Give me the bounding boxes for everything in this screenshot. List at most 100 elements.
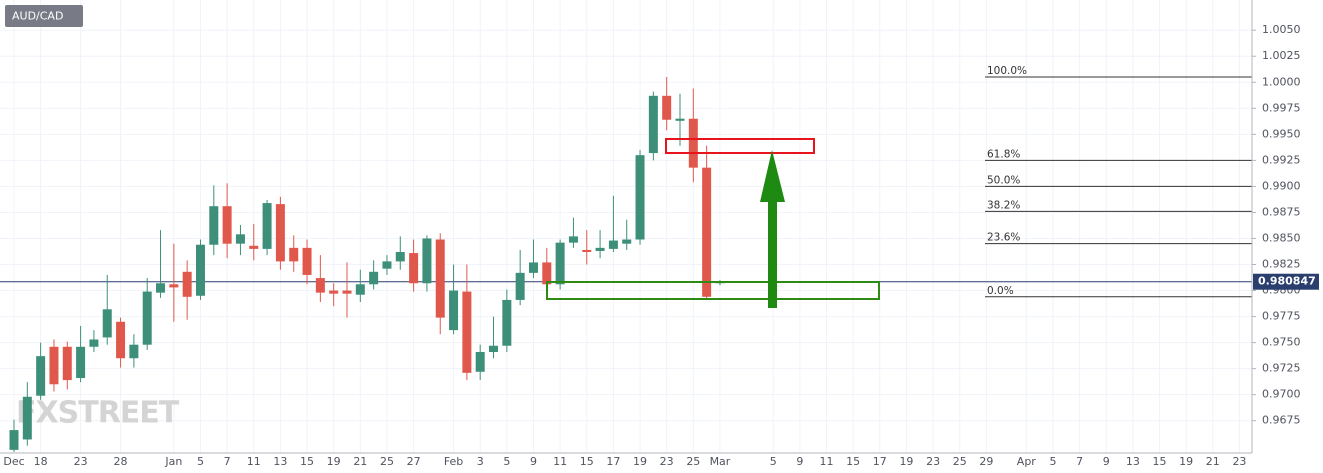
x-tick-label: Mar: [710, 455, 731, 468]
candle-body: [555, 242, 565, 285]
x-tick-label: 5: [197, 455, 204, 468]
fib-label: 61.8%: [987, 148, 1020, 160]
x-tick-label: 15: [846, 455, 860, 468]
y-tick-label: 0.9900: [1262, 179, 1301, 192]
candle-body: [595, 247, 605, 251]
candle-body: [235, 234, 245, 244]
x-tick-label: 3: [477, 455, 484, 468]
y-tick-label: 0.9700: [1262, 388, 1301, 401]
candle-body: [116, 321, 126, 359]
candle-body: [36, 356, 46, 396]
candle-body: [449, 290, 459, 331]
y-tick-label: 0.9725: [1262, 362, 1301, 375]
y-tick-label: 0.9975: [1262, 101, 1301, 114]
y-tick-label: 0.9950: [1262, 127, 1301, 140]
candle-body: [89, 339, 99, 347]
y-tick-label: 0.9675: [1262, 414, 1301, 427]
candle-body: [302, 247, 312, 275]
candle-body: [182, 271, 192, 297]
plot-area: [0, 0, 1252, 453]
x-tick-label: 27: [407, 455, 421, 468]
candle-body: [9, 430, 19, 450]
candle-body: [489, 345, 499, 352]
x-tick-label: 23: [1232, 455, 1246, 468]
x-tick-label: 13: [1126, 455, 1140, 468]
y-tick-label: 0.9875: [1262, 205, 1301, 218]
candle-body: [475, 351, 485, 372]
x-tick-label: 11: [553, 455, 567, 468]
x-tick-label: Jan: [164, 455, 182, 468]
fib-label: 50.0%: [987, 174, 1020, 186]
x-tick-label: 5: [770, 455, 777, 468]
candle-body: [329, 290, 339, 294]
x-tick-label: Dec: [3, 455, 24, 468]
candle-body: [422, 238, 432, 284]
watermark: FXSTREET: [16, 396, 180, 431]
grid: [0, 0, 1252, 453]
x-tick-label: 13: [273, 455, 287, 468]
candle-body: [395, 252, 405, 262]
arrow-shaft: [768, 200, 777, 308]
candle-body: [156, 283, 166, 293]
x-tick-label: 19: [1179, 455, 1193, 468]
candle-body: [582, 249, 592, 253]
support-zone: [546, 281, 880, 300]
candle-body: [502, 299, 512, 346]
x-tick-label: 15: [580, 455, 594, 468]
candle-body: [222, 206, 232, 244]
x-tick-label: 23: [74, 455, 88, 468]
candle-body: [409, 253, 419, 284]
candle-body: [102, 309, 112, 338]
x-tick-label: 11: [820, 455, 834, 468]
x-tick-label: 21: [1206, 455, 1220, 468]
candle-body: [289, 247, 299, 262]
candle-body: [49, 346, 59, 385]
y-tick-label: 1.0050: [1262, 23, 1301, 36]
fib-label: 100.0%: [987, 65, 1027, 77]
y-tick-label: 0.9825: [1262, 258, 1301, 271]
candle-body: [342, 290, 352, 294]
candle-body: [568, 236, 578, 243]
x-tick-label: 17: [873, 455, 887, 468]
candle-body: [62, 346, 72, 381]
candle-body: [662, 95, 672, 120]
x-tick-label: 28: [114, 455, 128, 468]
y-tick-label: 1.0025: [1262, 49, 1301, 62]
fib-label: 0.0%: [987, 285, 1014, 297]
candle-body: [622, 239, 632, 244]
y-tick-label: 0.9925: [1262, 153, 1301, 166]
x-tick-label: Apr: [1017, 455, 1037, 468]
candle-body: [275, 204, 285, 262]
x-tick-label: 11: [247, 455, 261, 468]
x-tick-label: 19: [633, 455, 647, 468]
x-tick-label: 25: [686, 455, 700, 468]
y-tick-label: 1.0000: [1262, 75, 1301, 88]
last-price-label: 0.980847: [1258, 275, 1316, 288]
x-tick-label: 19: [899, 455, 913, 468]
candle-body: [249, 245, 259, 249]
candle-body: [528, 262, 538, 273]
x-tick-label: 9: [530, 455, 537, 468]
candle-body: [608, 240, 618, 249]
candle-body: [462, 291, 472, 373]
x-tick-label: 29: [979, 455, 993, 468]
candles: [9, 77, 725, 452]
candle-body: [22, 396, 32, 440]
fib-label: 23.6%: [987, 232, 1020, 244]
x-tick-label: 23: [926, 455, 940, 468]
x-tick-label: 9: [796, 455, 803, 468]
x-tick-label: 19: [327, 455, 341, 468]
fibonacci-levels: 100.0% 61.8% 50.0% 38.2% 23.6% 0.0%: [985, 65, 1252, 298]
axes: 1.0050 1.0025 1.0000 0.9975 0.9950 0.9925 0.99…: [3, 23, 1319, 468]
y-tick-label: 0.9850: [1262, 231, 1301, 244]
candle-body: [635, 155, 645, 240]
candle-body: [209, 206, 219, 245]
fib-label: 38.2%: [987, 199, 1020, 211]
y-tick-label: 0.9775: [1262, 310, 1301, 323]
y-tick-label: 0.9750: [1262, 336, 1301, 349]
x-tick-label: 7: [224, 455, 231, 468]
candle-body: [675, 118, 685, 121]
candle-body: [382, 261, 392, 269]
symbol-box: [5, 5, 83, 27]
